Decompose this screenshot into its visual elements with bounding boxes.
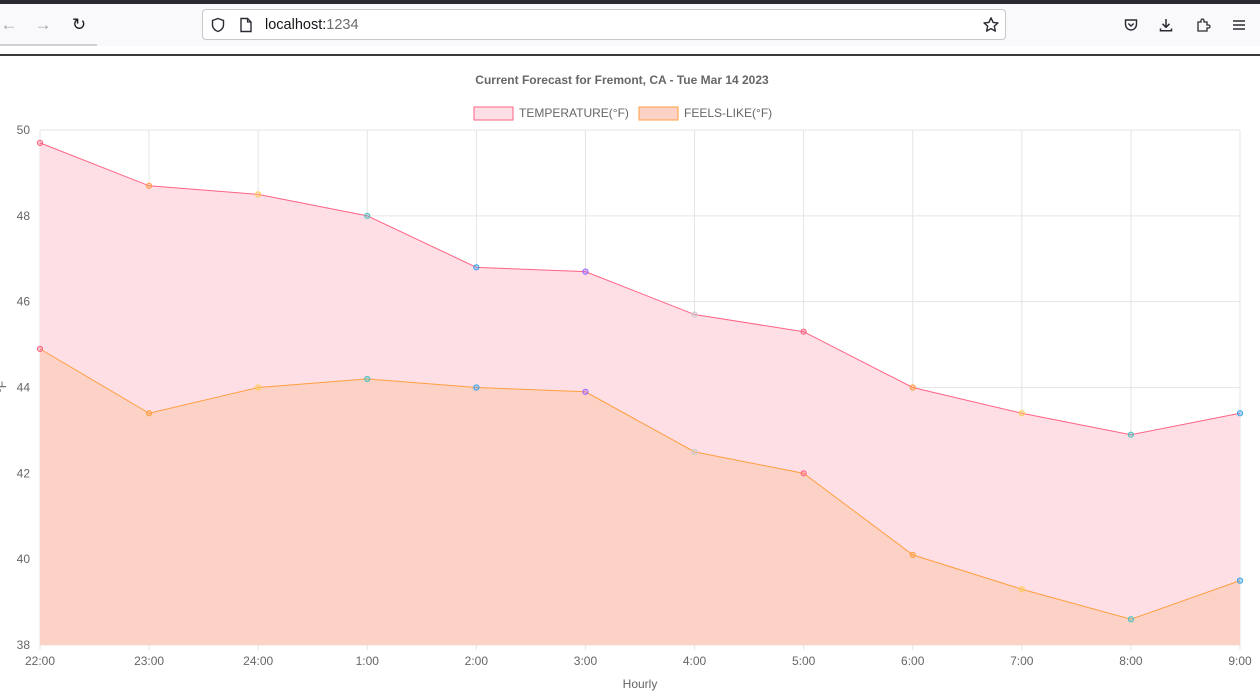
tab-indicator [0,44,97,46]
data-point[interactable] [1127,431,1135,438]
x-tick-label: 7:00 [1010,654,1034,668]
data-points [36,139,1244,623]
y-tick-label: 44 [17,381,31,395]
forecast-chart: Current Forecast for Fremont, CA - Tue M… [0,73,1252,691]
data-point[interactable] [473,384,480,391]
back-button[interactable]: ← [0,13,22,37]
window-top-strip [0,0,1260,4]
data-point[interactable] [145,410,153,417]
data-point[interactable] [36,139,44,146]
data-point[interactable] [473,264,480,271]
data-point[interactable] [36,345,44,352]
data-point[interactable] [1236,410,1244,417]
x-tick-label: 4:00 [683,654,707,668]
y-tick-label: 40 [17,552,31,566]
x-axis-ticks: 22:00 23:00 24:00 1:00 2:00 3:00 4:00 5:00 6:00 7… [25,654,1252,668]
legend-swatch-feels-like [638,106,679,121]
y-tick-label: 38 [17,638,31,652]
url-port: 1234 [326,17,359,33]
extensions-icon[interactable] [1191,13,1215,37]
data-point[interactable] [1018,586,1025,593]
data-point[interactable] [364,212,371,219]
x-tick-label: 23:00 [134,654,164,668]
toolbar-separator [0,54,1260,56]
url-text: localhost:1234 [265,17,359,33]
browser-toolbar: ← → ↻ localhost:1234 [0,4,1260,46]
x-tick-label: 8:00 [1119,654,1143,668]
data-point[interactable] [691,311,698,318]
data-point[interactable] [909,384,916,391]
data-point[interactable] [364,375,371,383]
y-tick-label: 46 [17,295,31,309]
url-host: localhost: [265,17,327,33]
data-point[interactable] [145,182,153,189]
y-tick-label: 42 [17,466,31,480]
page-icon [237,16,255,34]
legend-label-feels-like: FEELS-LIKE(°F) [684,106,772,120]
legend-item-feels-like[interactable]: FEELS-LIKE(°F) [638,106,772,121]
x-axis-label: Hourly [623,677,658,691]
data-point[interactable] [582,268,589,275]
area-fill-1 [40,348,1240,645]
data-point[interactable] [800,470,807,477]
chart-title: Current Forecast for Fremont, CA - Tue M… [475,73,769,87]
y-axis-ticks: 38 40 42 44 46 48 50 [17,123,31,652]
x-tick-label: 5:00 [792,654,816,668]
x-tick-label: 24:00 [243,654,273,668]
legend-item-temperature[interactable]: TEMPERATURE(°F) [473,106,629,121]
menu-icon[interactable] [1227,13,1251,37]
data-point[interactable] [1236,577,1244,584]
y-tick-label: 48 [17,209,31,223]
x-tick-label: 9:00 [1228,654,1252,668]
arrow-left-icon: ← [0,15,18,34]
shield-icon [209,16,227,34]
data-point[interactable] [691,448,698,455]
x-tick-label: 1:00 [356,654,380,668]
y-tick-label: 50 [17,123,31,137]
x-tick-label: 2:00 [465,654,489,668]
data-point[interactable] [255,384,262,391]
legend-swatch-temperature [473,106,514,121]
data-point[interactable] [582,388,589,395]
url-bar[interactable]: localhost:1234 [202,9,1006,40]
series-line-0 [39,142,1241,436]
star-icon[interactable] [982,16,1000,34]
data-point[interactable] [800,328,807,335]
x-tick-label: 22:00 [25,654,55,668]
pocket-icon[interactable] [1119,13,1143,37]
data-point[interactable] [255,191,262,198]
area-fills [40,142,1240,645]
x-tick-label: 3:00 [574,654,598,668]
series-lines [39,142,1241,620]
forward-button[interactable]: → [30,13,56,37]
chart-legend: TEMPERATURE(°F) FEELS-LIKE(°F) [473,106,772,121]
y-axis-label: °F [0,381,9,393]
data-point[interactable] [1127,616,1135,623]
data-point[interactable] [909,551,916,558]
series-line-1 [39,348,1241,620]
reload-button[interactable]: ↻ [66,13,92,37]
arrow-right-icon: → [34,15,52,34]
x-tick-label: 6:00 [901,654,925,668]
reload-icon: ↻ [71,15,87,34]
legend-label-temperature: TEMPERATURE(°F) [519,106,629,120]
data-point[interactable] [1018,410,1025,417]
download-icon[interactable] [1154,13,1178,37]
